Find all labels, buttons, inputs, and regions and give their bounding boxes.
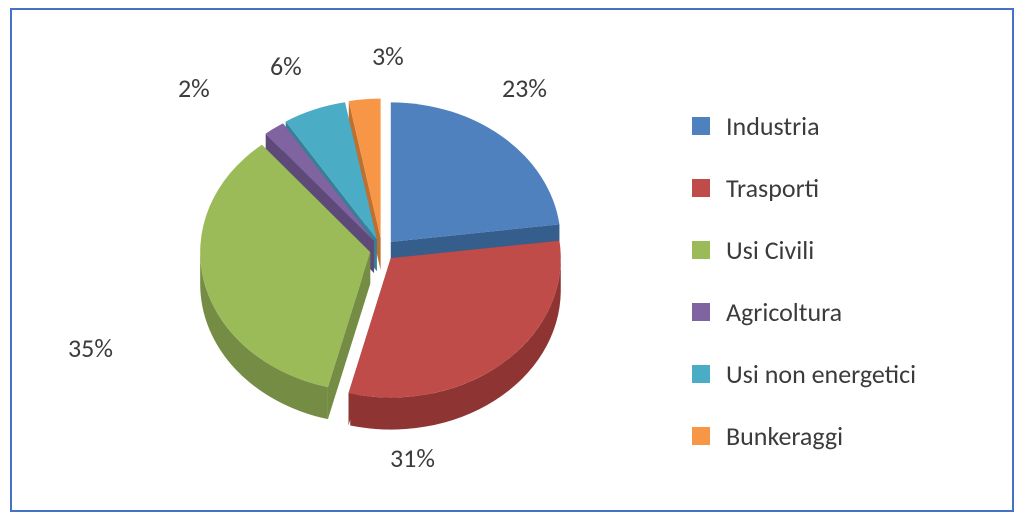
legend-item: Usi non energetici	[692, 358, 916, 390]
legend-item: Usi Civili	[692, 234, 916, 266]
pie-svg	[12, 10, 662, 510]
legend-label: Usi Civili	[726, 234, 814, 266]
legend-swatch	[692, 427, 710, 445]
legend-item: Industria	[692, 110, 916, 142]
slice-label: 6%	[270, 50, 302, 82]
legend-label: Industria	[726, 110, 820, 142]
slice-label: 3%	[372, 40, 404, 72]
legend-swatch	[692, 303, 710, 321]
legend-item: Agricoltura	[692, 296, 916, 328]
chart-frame: 23% 31% 35% 2% 6% 3% Industria Trasporti Usi Ci…	[10, 8, 1014, 512]
legend-swatch	[692, 365, 710, 383]
slice-label: 31%	[390, 442, 435, 474]
slice-label: 35%	[68, 332, 113, 364]
legend-item: Bunkeraggi	[692, 420, 916, 452]
legend-swatch	[692, 179, 710, 197]
legend-item: Trasporti	[692, 172, 916, 204]
legend: Industria Trasporti Usi Civili Agricoltura U…	[692, 110, 916, 482]
legend-label: Usi non energetici	[726, 358, 916, 390]
slice-label: 2%	[178, 72, 210, 104]
legend-swatch	[692, 241, 710, 259]
pie-chart: 23% 31% 35% 2% 6% 3%	[12, 10, 662, 510]
legend-label: Agricoltura	[726, 296, 842, 328]
slice-label: 23%	[502, 72, 547, 104]
legend-swatch	[692, 117, 710, 135]
legend-label: Trasporti	[726, 172, 819, 204]
legend-label: Bunkeraggi	[726, 420, 843, 452]
